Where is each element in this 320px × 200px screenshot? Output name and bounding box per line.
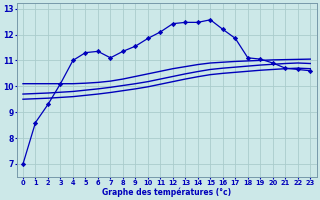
X-axis label: Graphe des températures (°c): Graphe des températures (°c) xyxy=(102,187,231,197)
